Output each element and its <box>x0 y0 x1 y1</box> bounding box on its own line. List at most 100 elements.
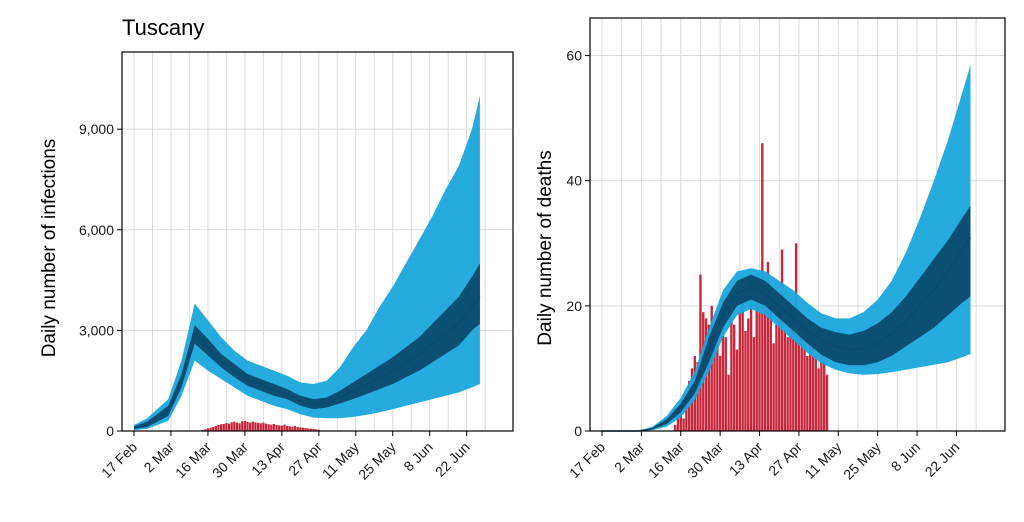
bar <box>262 422 265 431</box>
bar <box>214 425 217 431</box>
plot-frame <box>121 51 514 432</box>
x-tick-label: 16 Mar <box>645 439 687 481</box>
x-tick-label: 22 Jun <box>922 439 963 480</box>
bar <box>251 421 254 431</box>
x-tick-label: 13 Apr <box>726 439 766 479</box>
deaths-panel: Daily number of deaths 0 20 40 60 17 Feb 2 Ma… <box>535 17 1006 483</box>
chart-title: Tuscany <box>122 15 204 40</box>
bar <box>806 355 809 431</box>
bar <box>733 324 736 431</box>
bar <box>312 428 315 431</box>
bar <box>808 318 812 431</box>
bar <box>212 426 215 431</box>
bar <box>206 428 210 431</box>
bar <box>679 405 682 431</box>
bar <box>766 262 770 431</box>
bar <box>264 423 268 431</box>
bar <box>775 324 778 431</box>
bar <box>763 287 767 431</box>
bar <box>772 343 775 431</box>
bar <box>217 424 220 431</box>
bar <box>747 318 750 431</box>
bar <box>713 330 716 431</box>
bar <box>317 429 320 431</box>
bar <box>209 427 212 431</box>
bar <box>724 337 727 431</box>
infections-panel: Daily number of infections 0 3,000 6,000 9,… <box>39 51 514 483</box>
y-tick-label: 60 <box>566 48 582 64</box>
x-tick-label: 11 May <box>801 439 844 482</box>
x-tick-label: 30 Mar <box>209 439 251 481</box>
bar <box>696 362 699 431</box>
y-tick-label: 40 <box>566 173 582 189</box>
bar <box>789 305 792 431</box>
bar <box>699 274 702 431</box>
bar <box>673 424 677 431</box>
y-tick-label: 9,000 <box>79 121 114 137</box>
bar <box>676 412 680 431</box>
bar <box>741 293 744 431</box>
bar <box>275 424 278 431</box>
bar <box>780 249 784 431</box>
y-axis-label: Daily number of infections <box>39 139 60 358</box>
bar <box>758 305 761 431</box>
median-line <box>133 296 481 429</box>
bar <box>249 422 252 431</box>
bar <box>800 337 803 431</box>
bar <box>783 330 787 431</box>
bar <box>685 393 688 431</box>
bar <box>778 318 781 431</box>
median-line <box>602 236 972 432</box>
bar <box>270 424 273 431</box>
bar <box>204 429 207 431</box>
bar <box>225 422 228 431</box>
bar <box>749 280 753 431</box>
bar <box>222 423 225 431</box>
bar <box>267 424 270 431</box>
bar <box>246 421 249 431</box>
bar <box>735 349 739 431</box>
bar <box>710 305 713 431</box>
bar <box>718 355 722 431</box>
bar <box>738 312 742 431</box>
bar <box>727 374 730 431</box>
y-tick-label: 0 <box>574 423 582 439</box>
x-tick-label: 27 Apr <box>765 439 805 479</box>
plot-frame <box>589 17 1006 432</box>
bar <box>291 426 294 431</box>
y-tick-label: 6,000 <box>79 222 114 238</box>
bar <box>820 349 823 431</box>
bar <box>803 343 806 431</box>
bar <box>278 425 281 431</box>
bar <box>227 423 231 431</box>
y-tick-label: 0 <box>106 423 114 439</box>
bar <box>254 422 257 431</box>
x-tick-label: 8 Jun <box>888 439 924 475</box>
bar <box>744 330 747 431</box>
bar <box>230 422 233 431</box>
bar <box>811 343 815 431</box>
bar <box>283 424 286 431</box>
bar <box>296 426 299 431</box>
x-tick-label: 17 Feb <box>566 439 608 481</box>
bar <box>823 362 826 431</box>
bar <box>707 324 711 431</box>
bar <box>682 418 685 431</box>
bar <box>716 343 719 431</box>
bar <box>730 318 733 431</box>
bar <box>315 429 318 431</box>
bar <box>797 330 801 431</box>
inner-credible-band <box>602 205 971 431</box>
observed-bars <box>201 420 320 431</box>
bar <box>259 423 262 431</box>
y-tick-label: 3,000 <box>79 322 114 338</box>
outer-credible-band <box>602 64 971 432</box>
y-axis-label: Daily number of deaths <box>535 150 556 345</box>
bar <box>817 368 820 431</box>
bar <box>288 426 291 431</box>
bar <box>721 299 725 431</box>
bar <box>238 423 241 431</box>
x-tick-label: 8 Jun <box>400 439 436 475</box>
bar <box>293 425 297 431</box>
